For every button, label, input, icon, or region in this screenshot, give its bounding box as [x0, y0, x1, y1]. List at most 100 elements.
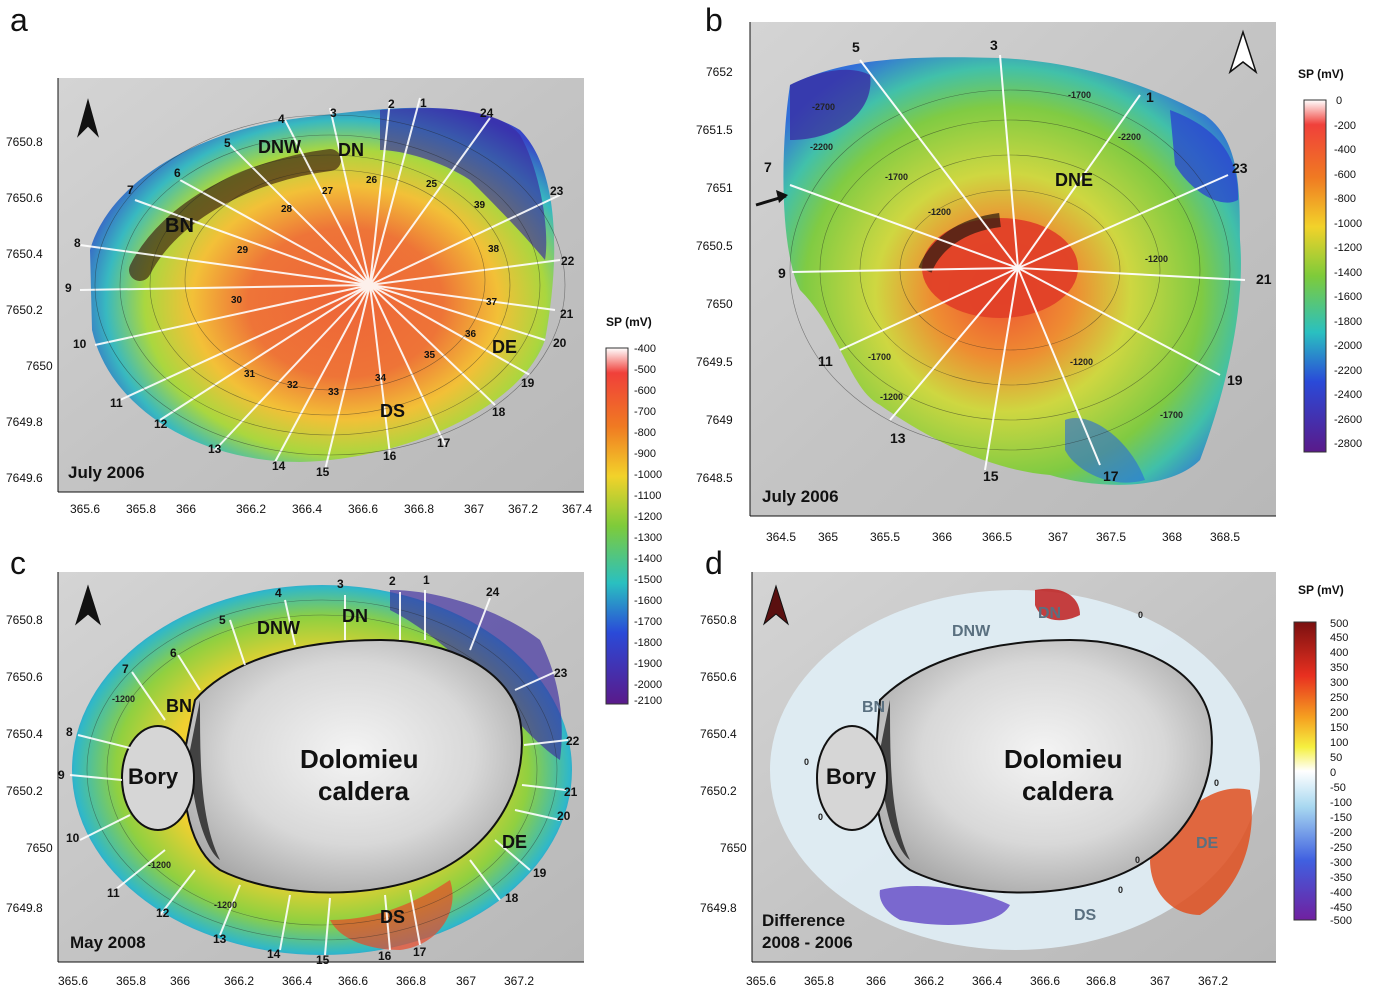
positive-anomaly-dn-d [1035, 588, 1080, 621]
svg-text:25: 25 [426, 179, 438, 190]
dark-rim-a [129, 149, 341, 281]
contours-c [86, 599, 558, 941]
bory-crater-d [816, 725, 888, 831]
svg-text:24: 24 [486, 585, 500, 599]
svg-text:366: 366 [170, 974, 190, 988]
svg-text:34: 34 [375, 373, 387, 384]
svg-text:SP (mV): SP (mV) [606, 315, 652, 329]
site-label-c: DN [342, 606, 368, 626]
svg-text:367.5: 367.5 [1096, 530, 1126, 544]
svg-text:12: 12 [156, 906, 170, 920]
svg-text:7650.8: 7650.8 [6, 613, 43, 627]
svg-text:13: 13 [208, 442, 222, 456]
caldera-shadow-c [190, 700, 220, 860]
svg-text:7650.2: 7650.2 [700, 784, 737, 798]
svg-text:-1600: -1600 [1334, 291, 1362, 303]
profile-lines-c [69, 590, 569, 956]
svg-text:366.2: 366.2 [914, 974, 944, 988]
svg-text:36: 36 [465, 329, 477, 340]
site-label-a: DNW [258, 137, 301, 157]
svg-text:11: 11 [107, 886, 120, 900]
svg-text:16: 16 [378, 949, 392, 963]
crater-rim-b [918, 213, 1002, 273]
svg-text:23: 23 [1232, 160, 1248, 176]
svg-text:-1800: -1800 [1334, 316, 1362, 328]
svg-text:21: 21 [560, 307, 574, 321]
svg-text:-1700: -1700 [634, 616, 662, 628]
contour-labels-c: -1200 -1200 -1200 [112, 694, 237, 910]
svg-text:12: 12 [154, 417, 168, 431]
svg-text:366.6: 366.6 [338, 974, 368, 988]
date-label-a: July 2006 [68, 463, 145, 482]
svg-text:7650.6: 7650.6 [6, 191, 43, 205]
svg-text:24: 24 [480, 106, 494, 120]
svg-text:350: 350 [1330, 662, 1348, 674]
svg-text:366.2: 366.2 [224, 974, 254, 988]
dolomieu-caldera-c [182, 638, 523, 894]
svg-text:28: 28 [281, 204, 293, 215]
svg-text:366.2: 366.2 [236, 502, 266, 516]
svg-text:0: 0 [1214, 778, 1219, 788]
dolomieu-label-c: Dolomieu [300, 744, 418, 774]
svg-text:367.4: 367.4 [562, 502, 592, 516]
svg-text:8: 8 [74, 236, 81, 250]
bory-crater-c [121, 725, 195, 831]
svg-text:5: 5 [224, 136, 231, 150]
panel-label-b: b [705, 2, 723, 38]
svg-text:13: 13 [213, 932, 227, 946]
site-label-d: BN [862, 699, 885, 716]
y-axis-c: 7650.8 7650.6 7650.4 7650.2 7650 7649.8 [6, 572, 59, 962]
svg-text:300: 300 [1330, 677, 1348, 689]
site-label-b: DNE [1055, 170, 1093, 190]
svg-text:7649.8: 7649.8 [6, 415, 43, 429]
svg-text:-600: -600 [634, 385, 656, 397]
svg-text:-800: -800 [1334, 193, 1356, 205]
svg-text:3: 3 [337, 577, 344, 591]
svg-text:-1200: -1200 [634, 511, 662, 523]
svg-text:-2200: -2200 [1334, 365, 1362, 377]
svg-text:-800: -800 [634, 427, 656, 439]
svg-text:-1700: -1700 [1068, 90, 1091, 100]
svg-text:22: 22 [561, 254, 575, 268]
svg-text:-2200: -2200 [810, 142, 833, 152]
svg-text:7: 7 [122, 662, 129, 676]
svg-text:7649.8: 7649.8 [700, 901, 737, 915]
svg-text:-400: -400 [1334, 144, 1356, 156]
svg-text:400: 400 [1330, 647, 1348, 659]
site-label-a: DS [380, 401, 405, 421]
svg-text:365.6: 365.6 [70, 502, 100, 516]
svg-text:-500: -500 [634, 364, 656, 376]
svg-text:367.2: 367.2 [504, 974, 534, 988]
svg-text:17: 17 [413, 945, 427, 959]
svg-text:7650: 7650 [26, 841, 53, 855]
svg-text:-1800: -1800 [634, 637, 662, 649]
site-label-d: DN [1038, 605, 1061, 622]
site-label-c: BN [166, 696, 192, 716]
panel-b: July 2006 DNE -2700 -2200 -1700 -1200 -170… [696, 22, 1362, 544]
svg-text:19: 19 [521, 376, 535, 390]
svg-text:-1200: -1200 [1070, 357, 1093, 367]
svg-text:30: 30 [231, 295, 243, 306]
svg-text:366.6: 366.6 [1030, 974, 1060, 988]
svg-text:-1700: -1700 [868, 352, 891, 362]
contour-labels-d: 0 0 0 0 0 0 [804, 610, 1219, 895]
svg-text:32: 32 [287, 380, 299, 391]
svg-text:367: 367 [456, 974, 476, 988]
svg-text:15: 15 [316, 953, 330, 967]
svg-text:150: 150 [1330, 722, 1348, 734]
svg-text:365.8: 365.8 [116, 974, 146, 988]
svg-text:366.8: 366.8 [404, 502, 434, 516]
low-anomaly-nw-b [790, 69, 871, 140]
svg-text:367.2: 367.2 [1198, 974, 1228, 988]
svg-text:366.5: 366.5 [982, 530, 1012, 544]
svg-text:365: 365 [818, 530, 838, 544]
north-arrow-d [763, 584, 789, 626]
svg-text:-2000: -2000 [634, 679, 662, 691]
svg-text:22: 22 [566, 734, 580, 748]
svg-text:-450: -450 [1330, 902, 1352, 914]
svg-text:10: 10 [66, 831, 80, 845]
svg-text:38: 38 [488, 244, 500, 255]
dolomieu-caldera-d [874, 638, 1213, 894]
svg-text:3: 3 [990, 37, 998, 53]
